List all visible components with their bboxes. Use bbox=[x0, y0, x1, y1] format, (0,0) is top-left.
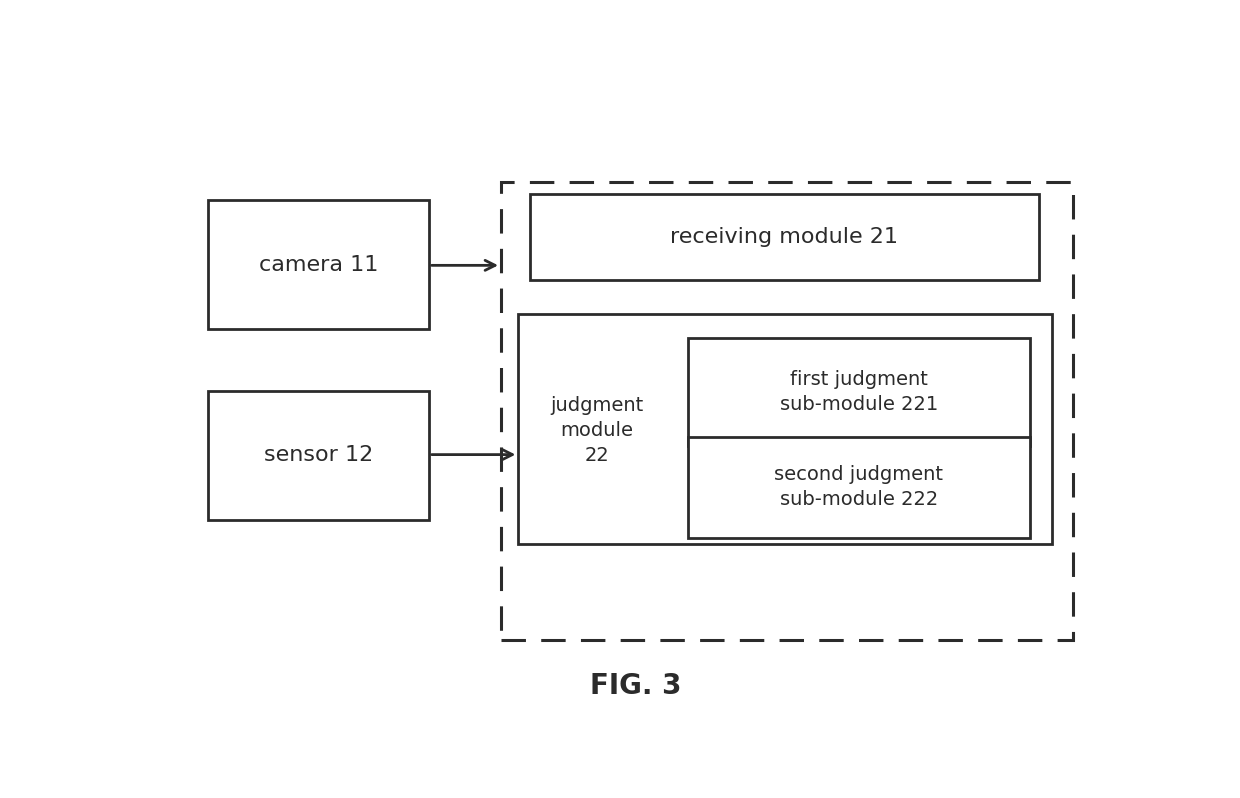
Bar bbox=[208, 200, 429, 330]
Bar bbox=[501, 182, 1073, 639]
Bar bbox=[688, 437, 1029, 538]
Bar bbox=[518, 314, 1052, 544]
Text: camera 11: camera 11 bbox=[259, 255, 378, 275]
Text: receiving module 21: receiving module 21 bbox=[671, 227, 899, 247]
Bar bbox=[208, 391, 429, 519]
Text: judgment
module
22: judgment module 22 bbox=[551, 396, 644, 464]
Text: first judgment
sub-module 221: first judgment sub-module 221 bbox=[780, 370, 937, 414]
Text: second judgment
sub-module 222: second judgment sub-module 222 bbox=[775, 465, 944, 509]
Bar bbox=[688, 338, 1029, 446]
Text: sensor 12: sensor 12 bbox=[264, 445, 373, 465]
Bar bbox=[529, 194, 1039, 280]
Text: FIG. 3: FIG. 3 bbox=[590, 672, 681, 700]
